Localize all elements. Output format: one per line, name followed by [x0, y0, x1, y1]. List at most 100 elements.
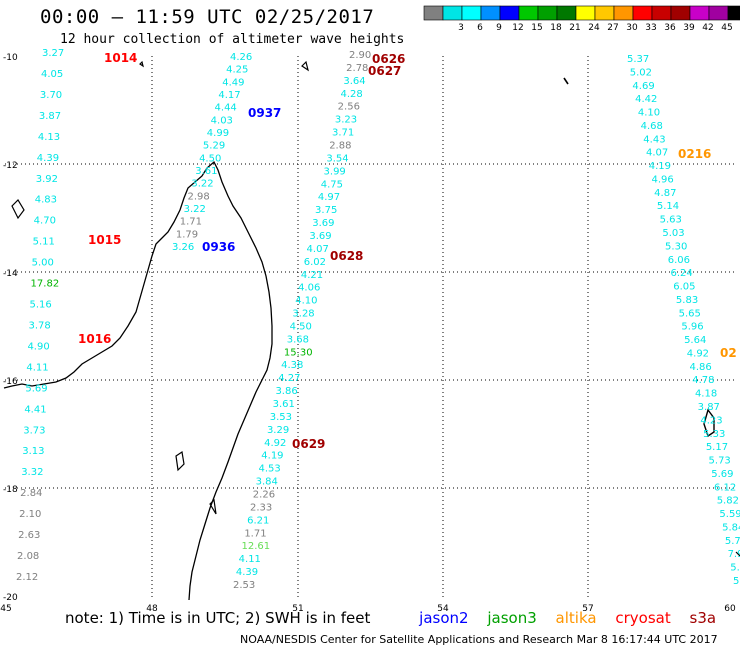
color-bin-label: 18 [550, 23, 562, 33]
swh-value: 2.90 [349, 50, 371, 61]
legend-jason2: jason2 [419, 609, 469, 627]
swh-value: 12.61 [241, 541, 270, 552]
credit-footer: NOAA/NESDIS Center for Satellite Applica… [240, 633, 718, 646]
lon-label: 57 [582, 604, 593, 614]
map-labels: 3.274.053.703.874.134.393.924.834.705.11… [16, 48, 740, 591]
swh-value: 2.12 [16, 572, 38, 583]
swh-value: 4.26 [230, 52, 252, 63]
swh-value: 4.87 [654, 188, 676, 199]
swh-value: 2.33 [250, 502, 272, 513]
legend-cryosat: cryosat [615, 609, 671, 627]
swh-value: 4.27 [278, 373, 300, 384]
color-bin-7 [556, 5, 577, 21]
pass-time-label: 1014 [104, 51, 137, 65]
swh-value: 4.07 [307, 244, 329, 255]
swh-value: 3.75 [315, 205, 337, 216]
swh-value: 3.61 [195, 166, 217, 177]
swh-value: 5.37 [627, 54, 649, 65]
swh-value: 4.11 [26, 362, 48, 373]
swh-value: 3.92 [36, 174, 58, 185]
color-bin-label: 36 [664, 23, 676, 33]
swh-value: 2.56 [338, 102, 360, 113]
island-east-3 [735, 551, 740, 557]
swh-value: 4.39 [236, 567, 258, 578]
swh-value: 3.61 [273, 399, 295, 410]
swh-value: 2.53 [233, 580, 255, 591]
swh-value: 4.42 [635, 94, 657, 105]
pass-time-label: 02 [720, 346, 737, 360]
color-bin-4 [499, 5, 520, 21]
swh-value: 4.90 [27, 341, 49, 352]
color-bin-label: 6 [477, 23, 483, 33]
color-bin-label: 39 [683, 23, 695, 33]
swh-value: 1.71 [180, 217, 202, 228]
swh-value: 4.50 [199, 153, 221, 164]
swh-value: 5.16 [30, 300, 52, 311]
swh-value: 5.30 [665, 241, 687, 252]
swh-value: 5.00 [32, 258, 54, 269]
swh-value: 3.22 [191, 179, 213, 190]
swh-value: 4.43 [643, 134, 665, 145]
color-bin-label: 45 [721, 23, 732, 33]
legend-s3a: s3a [689, 609, 717, 627]
island-sw [175, 450, 185, 472]
color-bin-14 [689, 5, 710, 21]
color-bin-label: 27 [607, 23, 618, 33]
swh-value: 2.88 [329, 140, 351, 151]
swh-value: 4.10 [638, 108, 660, 119]
swh-value: 4.18 [695, 389, 717, 400]
color-bin-label: 33 [645, 23, 656, 33]
swh-value: 3.87 [39, 111, 61, 122]
swh-value: 4.69 [632, 81, 654, 92]
swh-value: 3.78 [28, 320, 50, 331]
swh-value: 4.10 [295, 296, 317, 307]
swh-value: 2.98 [187, 191, 209, 202]
swh-value: 3.71 [332, 128, 354, 139]
coastline [3, 60, 740, 601]
swh-value: 5.84 [722, 522, 740, 533]
color-bin-label: 24 [588, 23, 600, 33]
swh-value: 1.71 [244, 528, 266, 539]
swh-value: 4.78 [692, 375, 714, 386]
swh-value: 5.69 [25, 383, 47, 394]
swh-value: 3.84 [256, 477, 278, 488]
legend-note: note: 1) Time is in UTC; 2) SWH is in fe… [65, 609, 371, 627]
legend-jason3: jason3 [487, 609, 537, 627]
color-bin-11 [632, 5, 653, 21]
color-bin-9 [594, 5, 615, 21]
swh-value: 2.08 [17, 551, 39, 562]
swh-value: 5.69 [711, 469, 733, 480]
swh-value: 5.1 [733, 576, 740, 587]
lon-label: 60 [724, 604, 736, 614]
color-bin-3 [480, 5, 501, 21]
swh-value: 3.64 [343, 76, 365, 87]
swh-value: 5.82 [717, 496, 739, 507]
swh-value: 1.79 [176, 229, 198, 240]
color-bin-label: 42 [702, 23, 713, 33]
pass-time-label: 0627 [368, 64, 401, 78]
swh-value: 5.96 [681, 322, 703, 333]
lat-label: -14 [3, 269, 18, 279]
color-bin-label: 9 [496, 23, 502, 33]
swh-value: 4.25 [226, 65, 248, 76]
color-bin-label: 30 [626, 23, 638, 33]
swh-value: 4.92 [687, 348, 709, 359]
swh-value: 4.03 [211, 115, 233, 126]
island-small-1 [139, 60, 144, 68]
legend-altika: altika [555, 609, 597, 627]
color-bin-16 [727, 5, 740, 21]
lon-label: 51 [292, 604, 303, 614]
lon-label: 54 [437, 604, 449, 614]
swh-value: 2.10 [19, 509, 41, 520]
swh-value: 4.96 [651, 174, 673, 185]
swh-value: 4.68 [641, 121, 663, 132]
swh-value: 4.39 [37, 153, 59, 164]
swh-value: 3.26 [172, 242, 194, 253]
swh-value: 4.83 [35, 195, 57, 206]
lat-label: -20 [3, 593, 18, 603]
swh-value: 5.63 [660, 215, 682, 226]
swh-value: 4.50 [290, 321, 312, 332]
color-bin-12 [651, 5, 672, 21]
